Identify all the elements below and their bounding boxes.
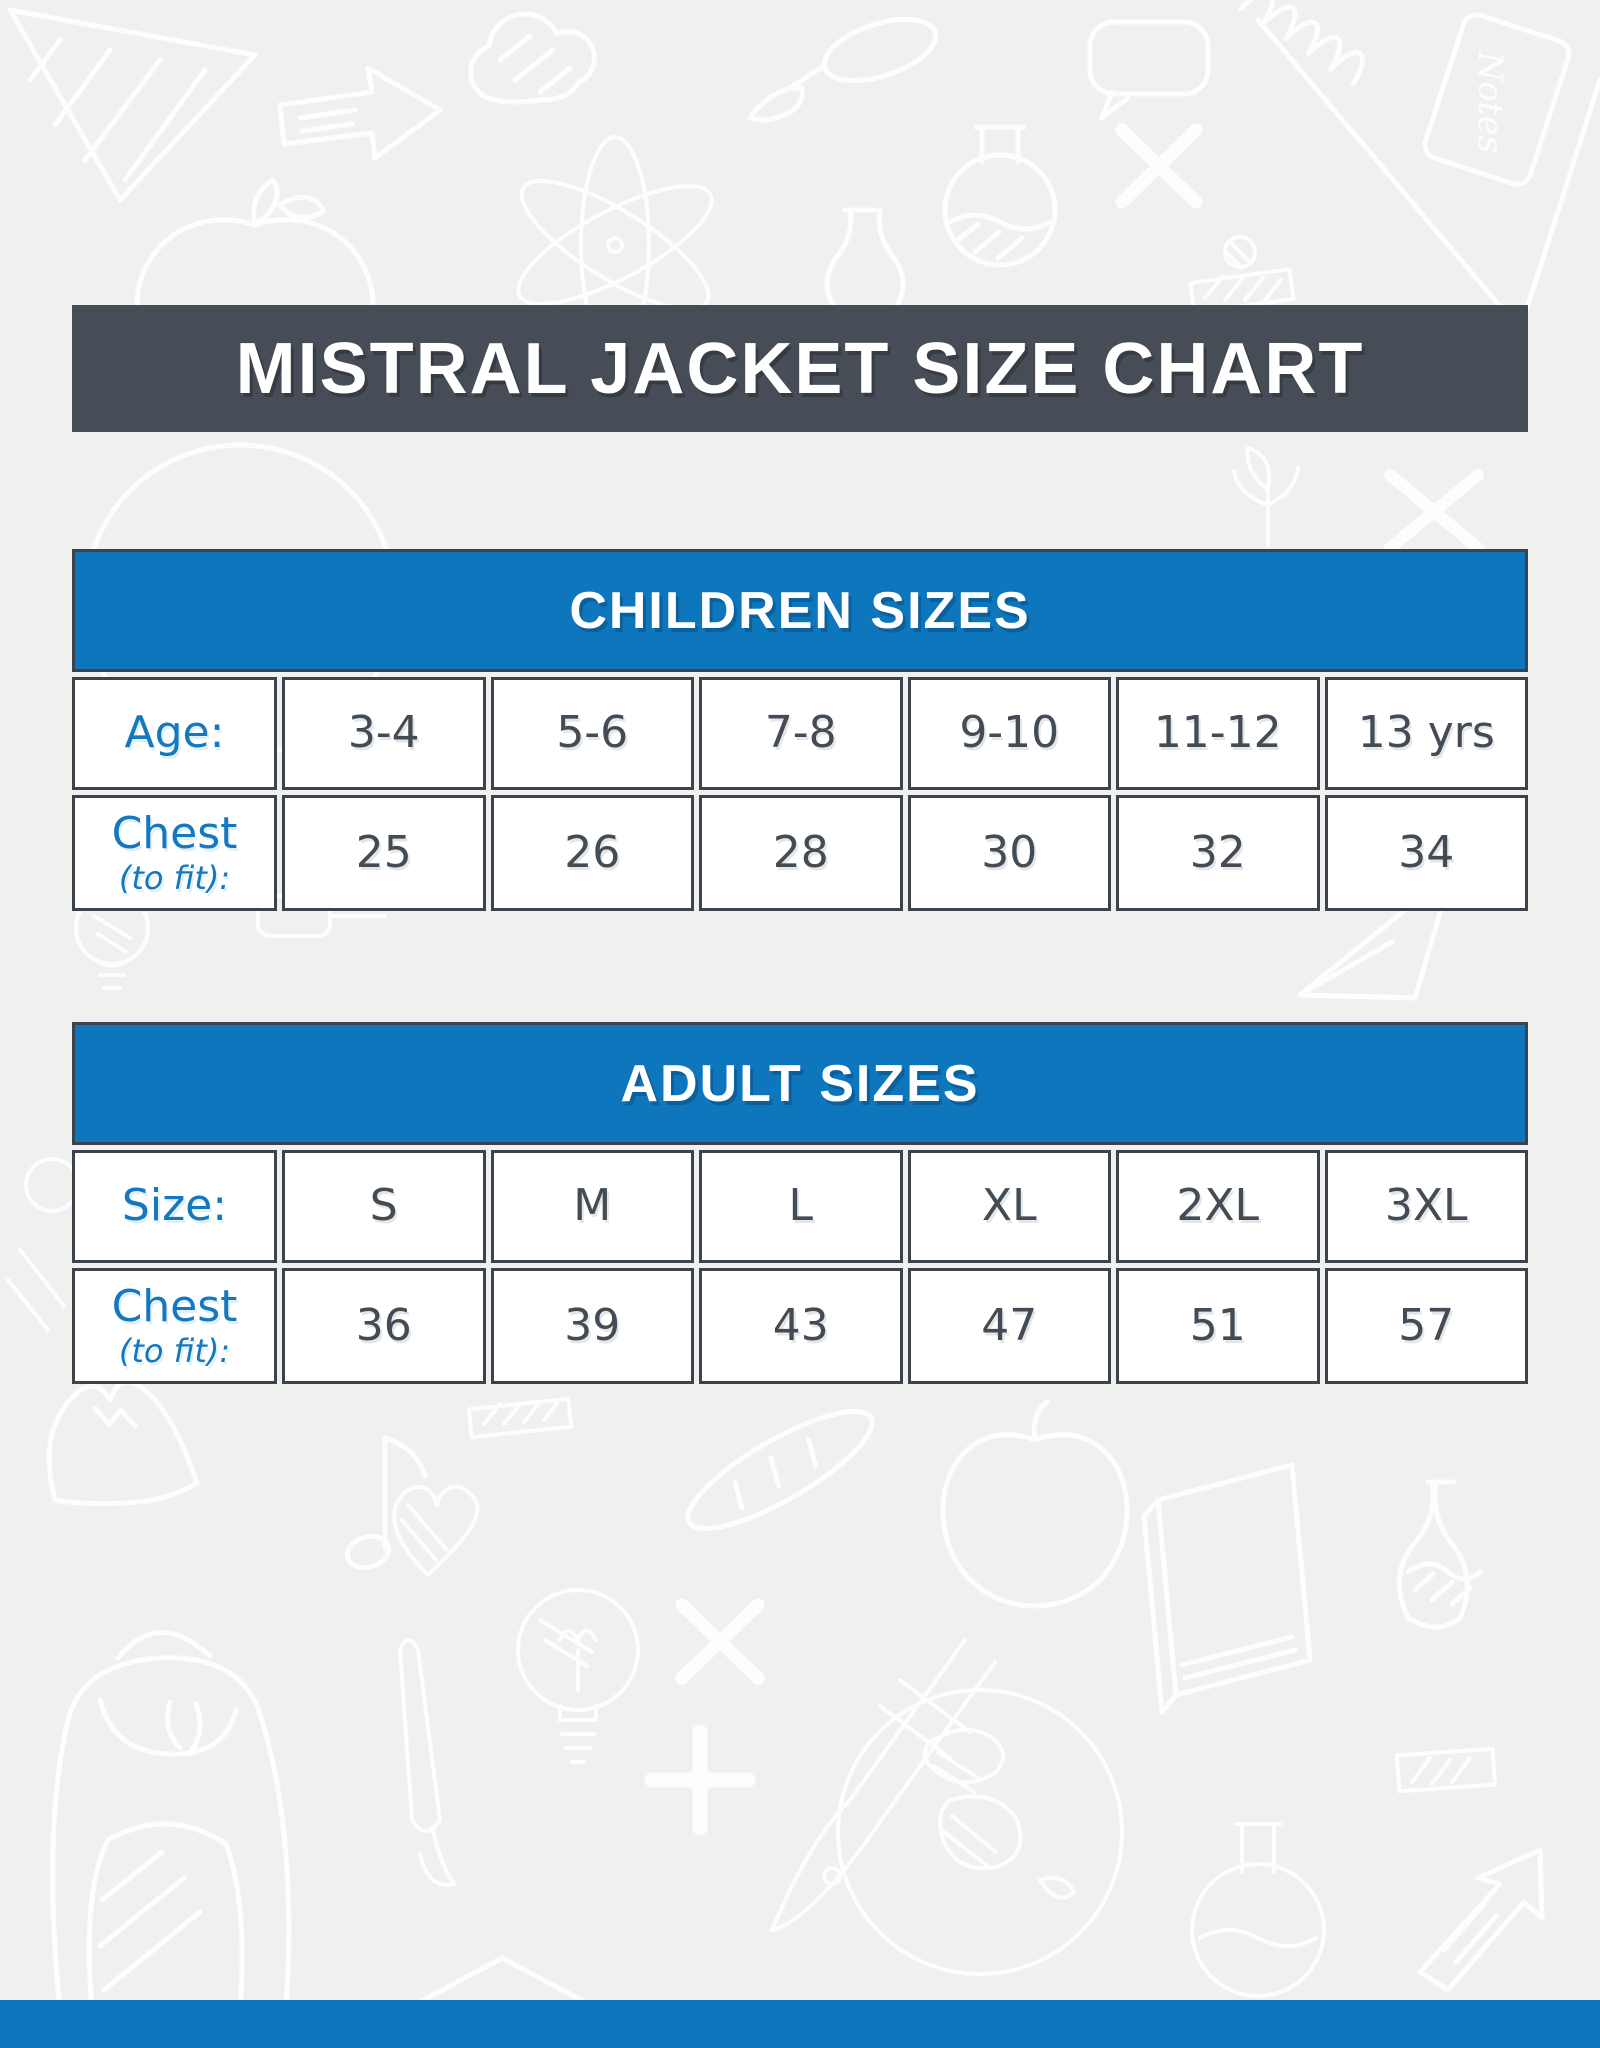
pennant-icon bbox=[7, 7, 258, 203]
adult-table-title: ADULT SIZES bbox=[620, 1054, 980, 1113]
children-table-title: CHILDREN SIZES bbox=[569, 581, 1031, 640]
size-value: L bbox=[699, 1150, 903, 1263]
notebook-label: Notes bbox=[1470, 51, 1510, 153]
chest-label: Chest bbox=[111, 1281, 238, 1333]
children-chest-value: 25 bbox=[282, 795, 486, 911]
dot-doodle-icon bbox=[1188, 235, 1296, 315]
paper-plane-icon bbox=[1297, 869, 1455, 1001]
adult-table-header: ADULT SIZES bbox=[72, 1022, 1528, 1145]
x-scribble-icon bbox=[1384, 469, 1484, 554]
paintbrush-icon bbox=[747, 16, 939, 123]
chest-label: Chest bbox=[111, 808, 238, 860]
age-value: 13 yrs bbox=[1324, 677, 1528, 790]
adult-chest-value: 57 bbox=[1324, 1268, 1528, 1384]
size-value: S bbox=[282, 1150, 486, 1263]
ring-doodle-icon bbox=[6, 1157, 80, 1332]
arrow2-icon bbox=[1417, 1847, 1545, 1993]
music-note-icon bbox=[344, 1435, 428, 1571]
apple2-icon bbox=[940, 1399, 1130, 1609]
children-chest-row-label: Chest (to fit): bbox=[72, 795, 277, 911]
adult-chest-value: 43 bbox=[699, 1268, 903, 1384]
adult-table-grid: Size: S M L XL 2XL 3XL Chest (to fit): 3… bbox=[72, 1150, 1528, 1384]
adult-chest-value: 51 bbox=[1116, 1268, 1320, 1384]
speech-bubble-icon bbox=[1087, 19, 1211, 121]
carafe-icon bbox=[1396, 1479, 1483, 1630]
adult-chest-value: 36 bbox=[282, 1268, 486, 1384]
sprout-icon bbox=[1232, 446, 1300, 547]
spring-icon bbox=[1238, 0, 1365, 87]
age-row-label: Age: bbox=[72, 677, 277, 790]
children-table-grid: Age: 3-4 5-6 7-8 9-10 11-12 13 yrs Chest… bbox=[72, 677, 1528, 911]
heart-icon bbox=[392, 1485, 480, 1577]
minus-doodle-icon bbox=[466, 1396, 574, 1440]
x-mark-icon bbox=[1115, 123, 1203, 209]
size-row-label: Size: bbox=[72, 1150, 277, 1263]
flask2-icon bbox=[1190, 1822, 1326, 1998]
mountain-icon bbox=[46, 1379, 200, 1507]
lightbulb-icon bbox=[516, 1588, 640, 1764]
cloud-icon bbox=[468, 11, 597, 105]
age-value: 5-6 bbox=[490, 677, 694, 790]
vase-icon bbox=[824, 207, 906, 313]
plus-icon bbox=[644, 1724, 756, 1836]
children-chest-value: 26 bbox=[490, 795, 694, 911]
book-icon bbox=[1141, 1462, 1313, 1715]
age-value: 9-10 bbox=[907, 677, 1111, 790]
adult-chest-value: 39 bbox=[490, 1268, 694, 1384]
size-value: M bbox=[490, 1150, 694, 1263]
size-value: 2XL bbox=[1116, 1150, 1320, 1263]
pennant-right-icon bbox=[1255, 17, 1600, 333]
notebook-icon: Notes bbox=[1422, 12, 1572, 187]
bottom-accent-bar bbox=[0, 2000, 1600, 2048]
flask-icon bbox=[942, 124, 1058, 268]
hatch-lines-icon bbox=[1394, 1746, 1498, 1794]
size-value: XL bbox=[907, 1150, 1111, 1263]
title-bar: MISTRAL JACKET SIZE CHART bbox=[72, 305, 1528, 432]
page-title: MISTRAL JACKET SIZE CHART bbox=[235, 328, 1365, 409]
children-chest-value: 34 bbox=[1324, 795, 1528, 911]
arrow-icon bbox=[277, 65, 443, 161]
size-value: 3XL bbox=[1324, 1150, 1528, 1263]
brush-icon bbox=[398, 1638, 456, 1887]
children-size-table: CHILDREN SIZES Age: 3-4 5-6 7-8 9-10 11-… bbox=[72, 549, 1528, 911]
children-chest-value: 30 bbox=[907, 795, 1111, 911]
adult-chest-row-label: Chest (to fit): bbox=[72, 1268, 277, 1384]
children-chest-value: 28 bbox=[699, 795, 903, 911]
baguette-icon bbox=[685, 1408, 875, 1532]
adult-chest-value: 47 bbox=[907, 1268, 1111, 1384]
x-mark2-icon bbox=[675, 1598, 765, 1685]
chest-label-note: (to fit): bbox=[118, 858, 231, 897]
age-value: 7-8 bbox=[699, 677, 903, 790]
age-value: 11-12 bbox=[1116, 677, 1320, 790]
children-chest-value: 32 bbox=[1116, 795, 1320, 911]
adult-size-table: ADULT SIZES Size: S M L XL 2XL 3XL Chest… bbox=[72, 1022, 1528, 1384]
chest-label-note: (to fit): bbox=[118, 1331, 231, 1370]
envelope-icon bbox=[402, 1955, 603, 2013]
children-table-header: CHILDREN SIZES bbox=[72, 549, 1528, 672]
globe-icon bbox=[836, 1688, 1124, 1976]
backpack-icon bbox=[50, 1630, 292, 2013]
age-value: 3-4 bbox=[282, 677, 486, 790]
